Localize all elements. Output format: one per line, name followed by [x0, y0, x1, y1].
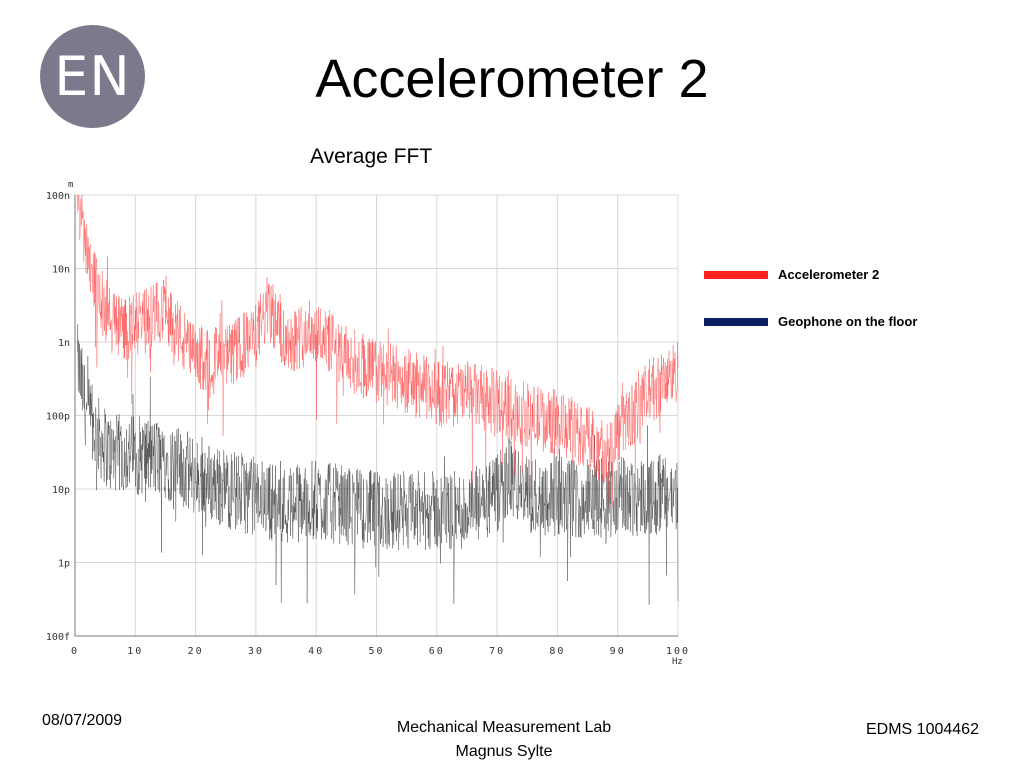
legend-swatch-accelerometer: [704, 270, 768, 279]
y-tick-label: 1n: [58, 338, 70, 349]
fft-chart: 0 10 20 30 40 50 60 70 80 90 100 100n 10n 1n 100p 10p 1p…: [46, 180, 690, 667]
x-tick-label: 60: [429, 646, 445, 657]
y-tick-label: 100f: [46, 632, 70, 643]
x-tick-label: 40: [308, 646, 324, 657]
footer-author: Magnus Sylte: [455, 743, 553, 760]
x-tick-label: 70: [489, 646, 505, 657]
logo-text: EN: [54, 45, 131, 108]
y-tick-label: 100p: [46, 412, 70, 423]
x-tick-label: 30: [248, 646, 264, 657]
y-tick-label: 1p: [58, 559, 70, 570]
footer-edms: EDMS 1004462: [866, 721, 979, 738]
en-logo: EN: [40, 25, 145, 128]
legend-item-accelerometer: Accelerometer 2: [704, 267, 879, 282]
legend-label-accelerometer: Accelerometer 2: [778, 267, 880, 282]
legend-swatch-geophone: [704, 317, 768, 326]
footer-lab: Mechanical Measurement Lab: [396, 719, 612, 736]
x-tick-label: 10: [127, 646, 143, 657]
footer-center: Mechanical Measurement Lab Magnus Sylte: [354, 716, 654, 764]
x-tick-label: 80: [549, 646, 565, 657]
legend-label-geophone: Geophone on the floor: [778, 314, 918, 329]
chart-title: Average FFT: [310, 145, 433, 168]
x-tick-label: 100: [666, 646, 690, 657]
series-geophone-line: [77, 323, 679, 605]
y-tick-label: 10n: [52, 265, 70, 276]
legend-item-geophone: Geophone on the floor: [704, 314, 917, 329]
x-tick-label: 90: [610, 646, 626, 657]
y-unit-label: m: [68, 180, 73, 190]
axes: 0 10 20 30 40 50 60 70 80 90 100 100n 10n 1n 100p 10p 1p…: [46, 191, 690, 657]
x-tick-label: 20: [188, 646, 204, 657]
x-tick-label: 0: [71, 646, 79, 657]
x-unit-label: Hz: [672, 657, 683, 667]
footer-date: 08/07/2009: [42, 712, 123, 729]
x-tick-label: 50: [368, 646, 384, 657]
series-accelerometer-line: [77, 194, 679, 507]
y-tick-label: 10p: [52, 485, 70, 496]
y-tick-label: 100n: [46, 191, 70, 202]
slide-title: Accelerometer 2: [315, 49, 709, 109]
traces: [77, 194, 679, 605]
